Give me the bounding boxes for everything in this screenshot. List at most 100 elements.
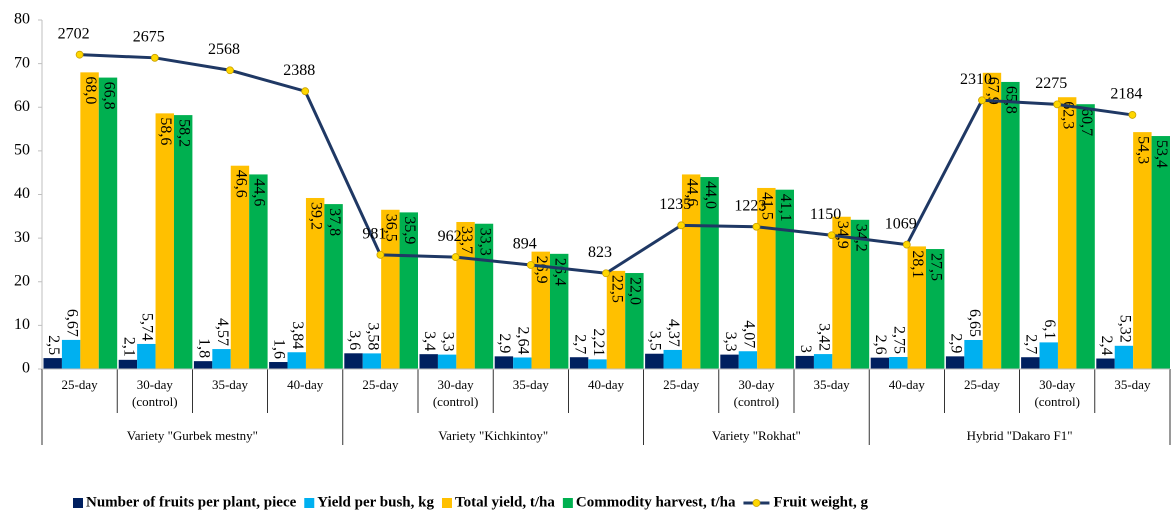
line-marker <box>602 269 610 278</box>
y-tick-label: 60 <box>14 98 30 115</box>
line-marker <box>978 96 986 105</box>
bar <box>1096 358 1115 369</box>
bar <box>907 246 926 369</box>
x-tick-label: 35-day <box>1114 377 1151 392</box>
data-label: 67,9 <box>984 77 1001 105</box>
legend-swatch <box>441 498 452 508</box>
data-label: 3,4 <box>421 331 438 351</box>
line-label: 894 <box>513 236 537 253</box>
bar <box>80 72 99 369</box>
legend-swatch <box>562 498 573 508</box>
data-label: 22,0 <box>627 277 644 305</box>
data-label: 44,0 <box>702 181 719 209</box>
line-label: 1150 <box>810 206 841 223</box>
bar <box>531 251 550 369</box>
data-label: 1,8 <box>195 338 212 358</box>
line-marker <box>827 231 836 240</box>
line-label: 962 <box>438 228 462 245</box>
data-label: 26,4 <box>552 258 569 286</box>
data-label: 6,67 <box>63 309 80 337</box>
bar <box>173 115 193 369</box>
data-label: 2,7 <box>571 334 588 354</box>
bar <box>813 354 833 369</box>
data-label: 60,7 <box>1078 108 1095 136</box>
line-label: 2675 <box>133 28 165 45</box>
bar <box>98 77 118 370</box>
data-label: 3,84 <box>289 321 306 349</box>
bar <box>230 165 250 369</box>
data-label: 2,21 <box>590 328 607 356</box>
data-label: 6,65 <box>966 309 983 337</box>
bar <box>118 359 138 369</box>
bar <box>870 357 890 369</box>
data-label: 22,5 <box>608 275 625 303</box>
group-label: Hybrid "Dakaro F1" <box>967 428 1073 443</box>
data-label: 35,9 <box>401 216 418 244</box>
legend-label: Fruit weight, g <box>773 494 868 510</box>
bar <box>399 212 418 369</box>
bar <box>437 354 457 369</box>
line-marker <box>376 250 385 259</box>
data-label: 2,5 <box>45 335 62 355</box>
bar <box>1039 342 1058 369</box>
x-tick-line: 30-day <box>137 377 174 392</box>
data-label: 4,07 <box>740 320 757 348</box>
data-label: 4,57 <box>214 318 231 346</box>
bar <box>982 72 1002 369</box>
bar <box>757 187 776 369</box>
data-label: 37,8 <box>326 208 343 236</box>
line-label: 823 <box>588 244 612 261</box>
x-tick-label: 35-day <box>212 377 249 392</box>
x-tick-line: 30-day <box>1039 377 1076 392</box>
data-label: 1,6 <box>271 339 288 359</box>
bar <box>249 174 268 369</box>
legend-swatch <box>304 498 315 508</box>
bar <box>1001 81 1020 369</box>
line-label: 2702 <box>58 25 90 42</box>
line-label: 2388 <box>283 62 315 79</box>
line-label: 2310 <box>960 71 992 88</box>
line-label: 2568 <box>208 41 240 58</box>
line-label: 981 <box>362 226 386 243</box>
line-label: 2184 <box>1110 86 1142 103</box>
x-tick-line: (control) <box>1034 394 1079 409</box>
line-label: 1223 <box>734 197 766 214</box>
x-tick-line: (control) <box>734 394 779 409</box>
line-marker <box>902 240 911 249</box>
x-tick-label: 35-day <box>513 377 550 392</box>
data-label: 2,9 <box>947 333 964 353</box>
data-label: 28,1 <box>909 250 926 278</box>
bar <box>1057 97 1077 369</box>
line-label: 1235 <box>659 196 691 213</box>
x-tick-label: 25-day <box>964 377 1001 392</box>
data-label: 2,4 <box>1098 336 1115 356</box>
data-label: 2,75 <box>891 326 908 354</box>
bar <box>305 197 325 369</box>
data-label: 2,6 <box>872 335 889 355</box>
line-marker <box>301 87 310 96</box>
y-tick-label: 40 <box>14 185 30 202</box>
bar <box>850 219 870 369</box>
y-tick-label: 50 <box>14 142 30 159</box>
data-label: 46,6 <box>232 170 249 198</box>
y-tick-label: 20 <box>14 272 30 289</box>
x-tick-label: 40-day <box>588 377 625 392</box>
bar <box>569 357 589 369</box>
data-label: 3,42 <box>815 323 832 351</box>
data-label: 39,2 <box>307 202 324 230</box>
group-label: Variety "Rokhat" <box>712 428 801 443</box>
bar <box>588 359 607 369</box>
bar <box>212 349 231 369</box>
data-label: 36,5 <box>383 214 400 242</box>
line-marker <box>150 53 159 62</box>
bar <box>1114 345 1134 369</box>
x-tick-label: 25-day <box>62 377 99 392</box>
x-tick-label: 35-day <box>814 377 851 392</box>
bar <box>381 209 400 369</box>
data-label: 68,0 <box>82 76 99 104</box>
line-marker <box>75 50 84 59</box>
data-label: 54,3 <box>1135 136 1152 164</box>
x-tick-label: 25-day <box>362 377 399 392</box>
bar <box>964 339 983 369</box>
legend-label: Commodity harvest, t/ha <box>576 494 736 510</box>
